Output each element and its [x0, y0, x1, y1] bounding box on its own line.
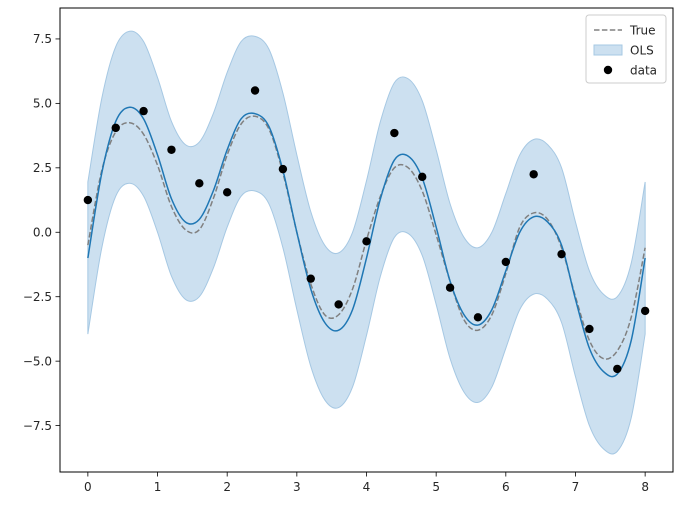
data-point [250, 86, 260, 95]
ols-fit-curve [87, 106, 646, 378]
data-point [418, 172, 427, 182]
data-point [501, 257, 511, 267]
legend-data-label: data [630, 63, 657, 77]
y-tick-label: 5.0 [33, 97, 52, 111]
legend-box [585, 14, 667, 84]
data-point [167, 145, 176, 154]
data-point [557, 249, 566, 259]
x-axis: 0 1 2 3 4 5 6 7 8 [84, 472, 649, 494]
legend-ols-swatch [593, 44, 623, 56]
x-tick-label: 7 [572, 480, 580, 494]
y-tick-label: −7.5 [23, 419, 52, 433]
data-point [306, 274, 315, 283]
legend: True OLS data [585, 14, 667, 84]
y-tick-label: 0.0 [33, 226, 52, 240]
data-point [222, 188, 232, 197]
data-point [334, 300, 343, 309]
x-tick-label: 1 [154, 480, 162, 494]
y-tick-label: −5.0 [23, 354, 52, 368]
data-point [111, 123, 120, 133]
data-point [585, 324, 594, 334]
data-point [445, 283, 455, 292]
data-point [83, 195, 93, 205]
data-point [613, 364, 622, 374]
data-point [640, 306, 650, 316]
y-tick-label: 7.5 [33, 32, 52, 46]
data-point [195, 179, 204, 188]
data-points-layer [83, 86, 650, 374]
legend-ols-label: OLS [630, 43, 654, 57]
data-point [390, 128, 399, 138]
y-axis: −7.5 −5.0 −2.5 0.0 2.5 5.0 7.5 [23, 32, 60, 433]
x-tick-label: 6 [502, 480, 510, 494]
x-tick-label: 4 [363, 480, 371, 494]
data-point [362, 237, 371, 246]
x-tick-label: 3 [293, 480, 301, 494]
legend-data-swatch [603, 65, 613, 75]
data-point [473, 313, 483, 322]
x-tick-label: 8 [641, 480, 649, 494]
data-point [529, 170, 538, 179]
x-tick-label: 0 [84, 480, 92, 494]
x-tick-label: 5 [432, 480, 440, 494]
legend-true-label: True [629, 23, 656, 37]
y-tick-label: −2.5 [23, 290, 52, 304]
x-tick-label: 2 [223, 480, 231, 494]
data-point [278, 164, 288, 174]
y-tick-label: 2.5 [33, 161, 52, 175]
data-point [139, 106, 148, 116]
